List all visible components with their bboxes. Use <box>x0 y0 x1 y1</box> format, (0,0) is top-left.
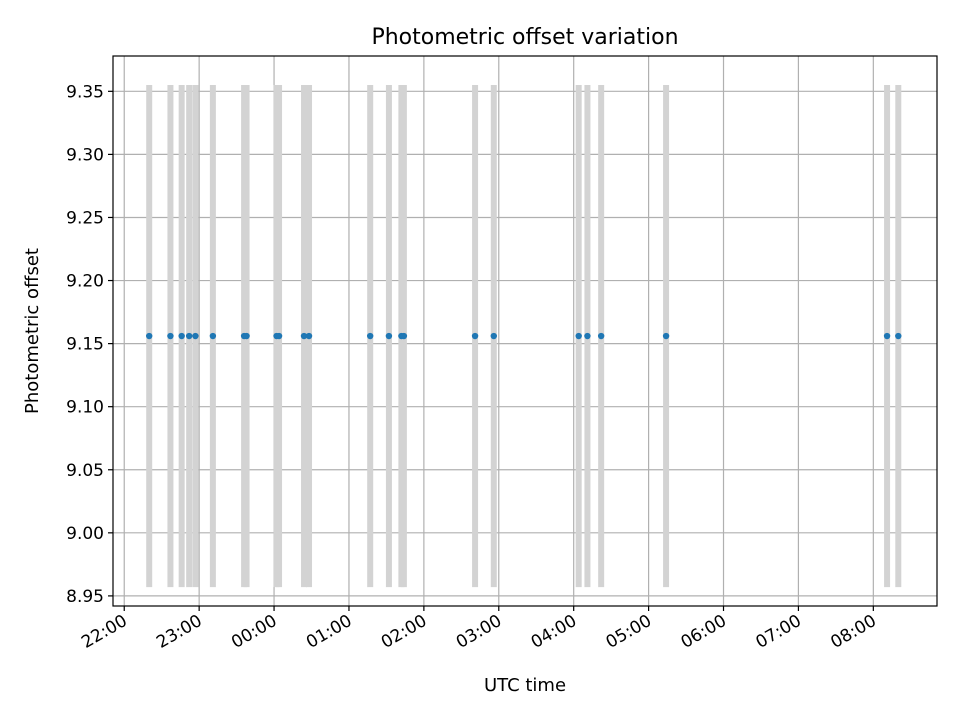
y-axis-label: Photometric offset <box>22 248 43 414</box>
y-tick-label: 9.10 <box>66 398 104 418</box>
data-point <box>146 332 153 340</box>
y-tick-label: 9.35 <box>66 82 104 102</box>
data-point <box>300 332 308 340</box>
data-point <box>185 332 193 340</box>
data-point <box>584 332 591 340</box>
data-point <box>662 332 670 340</box>
data-point <box>385 332 393 340</box>
y-axis-ticks: 8.95 9.00 9.05 9.10 9.15 9.20 9.25 9.30 9.35 <box>66 82 113 607</box>
grid-lines <box>113 56 937 606</box>
data-point <box>883 332 891 340</box>
data-point <box>209 332 217 340</box>
data-point <box>400 332 408 340</box>
data-point <box>192 332 199 340</box>
x-axis-label: UTC time <box>484 675 566 696</box>
data-point <box>366 332 374 340</box>
y-tick-label: 9.25 <box>66 208 104 228</box>
data-point <box>895 332 902 340</box>
y-tick-label: 9.20 <box>66 272 104 292</box>
chart-title: Photometric offset variation <box>371 25 678 50</box>
data-point <box>471 332 479 340</box>
data-points <box>146 332 902 340</box>
y-tick-label: 9.15 <box>66 335 104 355</box>
plot-frame <box>112 55 938 607</box>
data-point <box>178 332 185 340</box>
y-tick-label: 9.05 <box>66 461 104 481</box>
data-point <box>597 332 605 340</box>
data-point <box>490 332 497 340</box>
data-point <box>275 332 283 340</box>
y-tick-label: 9.30 <box>66 145 104 165</box>
y-tick-label: 9.00 <box>66 524 104 544</box>
data-point <box>305 332 313 340</box>
data-point <box>167 332 174 340</box>
data-point <box>575 332 582 340</box>
y-tick-label: 8.95 <box>66 587 104 607</box>
data-point <box>243 332 250 340</box>
